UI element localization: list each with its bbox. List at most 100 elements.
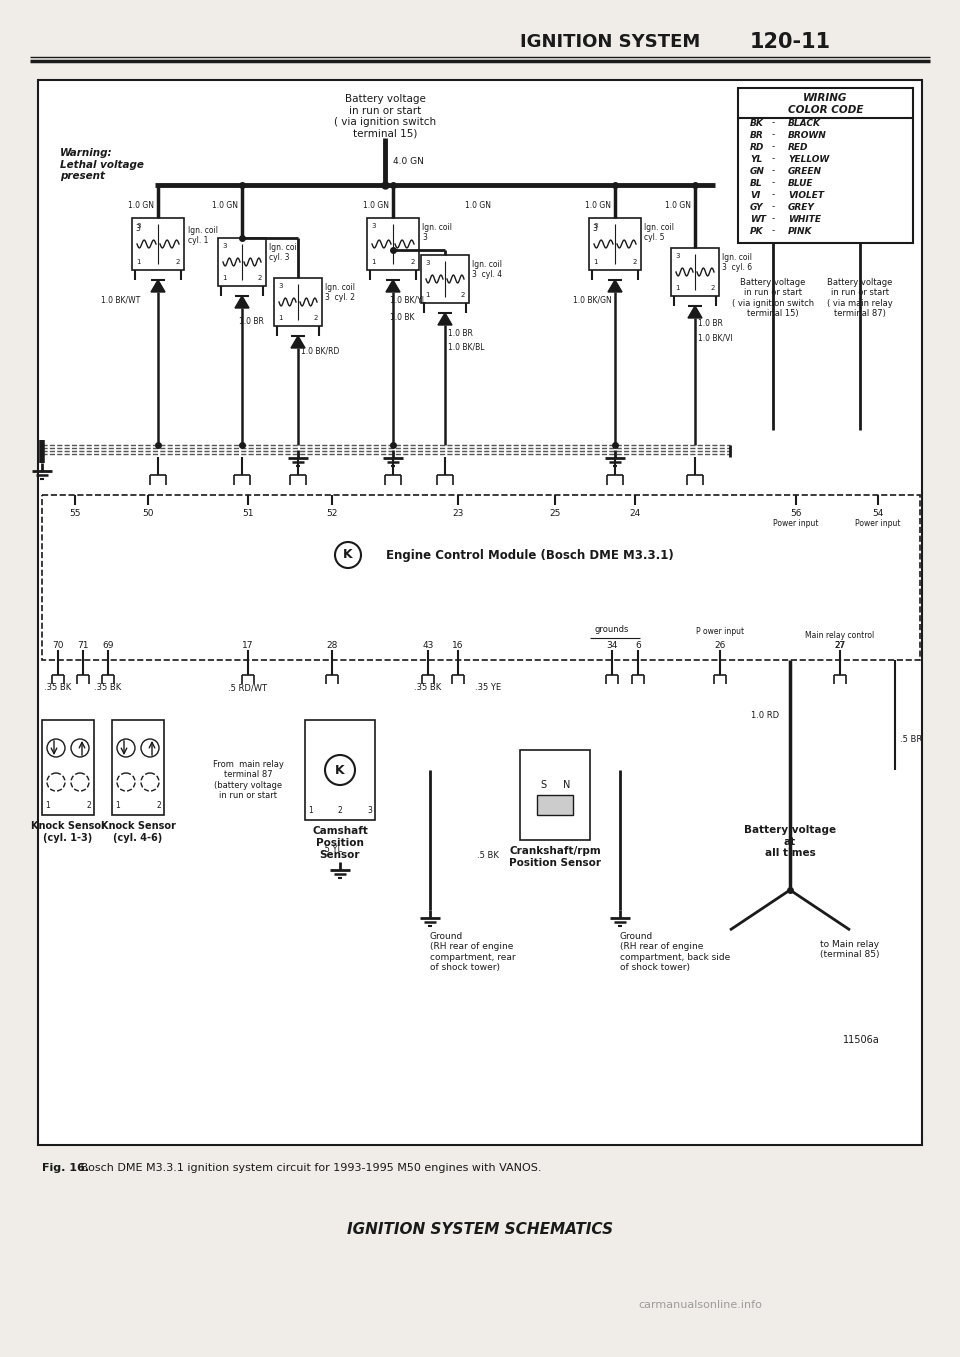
Text: BLUE: BLUE bbox=[788, 179, 813, 187]
Text: PINK: PINK bbox=[788, 227, 812, 236]
Text: 3: 3 bbox=[136, 223, 140, 229]
Text: 55: 55 bbox=[69, 509, 81, 517]
Text: BROWN: BROWN bbox=[788, 130, 827, 140]
Text: 3: 3 bbox=[425, 261, 429, 266]
Text: IGNITION SYSTEM: IGNITION SYSTEM bbox=[520, 33, 700, 52]
Text: 17: 17 bbox=[242, 641, 253, 650]
Text: VIOLET: VIOLET bbox=[788, 190, 824, 199]
Text: Fig. 16.: Fig. 16. bbox=[42, 1163, 89, 1172]
Text: 1.0 RD: 1.0 RD bbox=[751, 711, 780, 719]
Text: 2: 2 bbox=[338, 806, 343, 816]
Text: Battery voltage
at
all times: Battery voltage at all times bbox=[744, 825, 836, 858]
Text: 1.0 BR: 1.0 BR bbox=[239, 316, 264, 326]
Text: 2: 2 bbox=[156, 801, 161, 810]
Text: 54: 54 bbox=[873, 509, 884, 517]
Text: 1.0 BK/RD: 1.0 BK/RD bbox=[301, 346, 340, 356]
Text: Main relay control: Main relay control bbox=[805, 631, 875, 639]
Text: 3: 3 bbox=[278, 284, 282, 289]
Text: 2: 2 bbox=[710, 285, 715, 290]
Text: GREEN: GREEN bbox=[788, 167, 822, 175]
Bar bbox=[367, 218, 419, 270]
Text: 69: 69 bbox=[103, 641, 113, 650]
Text: 11506a: 11506a bbox=[843, 1035, 880, 1045]
Polygon shape bbox=[688, 305, 702, 318]
Text: 6: 6 bbox=[636, 641, 641, 650]
Text: RD: RD bbox=[750, 142, 764, 152]
Text: .35 BK: .35 BK bbox=[44, 684, 72, 692]
Polygon shape bbox=[235, 296, 249, 308]
Polygon shape bbox=[438, 313, 452, 324]
Polygon shape bbox=[386, 280, 400, 292]
Text: .5 RD/WT: .5 RD/WT bbox=[228, 684, 268, 692]
Bar bbox=[738, 88, 913, 243]
Text: Battery voltage
in run or start
( via ignition switch
terminal 15): Battery voltage in run or start ( via ig… bbox=[732, 278, 814, 318]
Polygon shape bbox=[291, 337, 305, 347]
Text: VI: VI bbox=[750, 190, 760, 199]
Text: 1: 1 bbox=[675, 285, 680, 290]
Text: Crankshaft/rpm: Crankshaft/rpm bbox=[509, 845, 601, 856]
Text: 2: 2 bbox=[461, 292, 465, 299]
Text: 1: 1 bbox=[136, 259, 140, 265]
Text: Power input: Power input bbox=[855, 518, 900, 528]
Text: Ground
(RH rear of engine
compartment, back side
of shock tower): Ground (RH rear of engine compartment, b… bbox=[620, 932, 731, 972]
Text: PK: PK bbox=[750, 227, 763, 236]
Text: Position Sensor: Position Sensor bbox=[509, 858, 601, 868]
Text: (cyl. 1-3): (cyl. 1-3) bbox=[43, 833, 92, 843]
Text: 4.0 GN: 4.0 GN bbox=[393, 157, 424, 167]
Text: Battery voltage
in run or start
( via ignition switch
terminal 15): Battery voltage in run or start ( via ig… bbox=[334, 94, 436, 138]
Text: 1.0 BK/WT: 1.0 BK/WT bbox=[101, 296, 140, 304]
Bar bbox=[305, 721, 375, 820]
Text: 2: 2 bbox=[314, 315, 318, 322]
Text: 1.0 GN: 1.0 GN bbox=[465, 201, 491, 209]
Bar bbox=[42, 721, 94, 816]
Text: -: - bbox=[772, 142, 775, 152]
Text: 1.0 BK: 1.0 BK bbox=[390, 313, 415, 323]
Text: Ign. coil
3  cyl. 4: Ign. coil 3 cyl. 4 bbox=[472, 261, 502, 280]
Text: 1.0 GN: 1.0 GN bbox=[128, 201, 154, 209]
Text: -: - bbox=[772, 202, 775, 212]
Text: 1.0 BK/GN: 1.0 BK/GN bbox=[573, 296, 612, 304]
Text: 23: 23 bbox=[452, 509, 464, 517]
Text: 34: 34 bbox=[607, 641, 617, 650]
Text: COLOR CODE: COLOR CODE bbox=[788, 104, 863, 115]
Text: carmanualsonline.info: carmanualsonline.info bbox=[638, 1300, 762, 1310]
Text: 27: 27 bbox=[834, 641, 846, 650]
Text: Warning:
Lethal voltage
present: Warning: Lethal voltage present bbox=[60, 148, 144, 182]
Text: BL: BL bbox=[750, 179, 762, 187]
Text: -: - bbox=[772, 155, 775, 163]
Text: 1: 1 bbox=[308, 806, 313, 816]
Bar bbox=[274, 278, 322, 326]
Text: Ign. coil
cyl. 1: Ign. coil cyl. 1 bbox=[188, 227, 218, 246]
Text: 1.0 BR: 1.0 BR bbox=[448, 328, 473, 338]
Bar bbox=[112, 721, 164, 816]
Text: Camshaft: Camshaft bbox=[312, 826, 368, 836]
Text: 50: 50 bbox=[142, 509, 154, 517]
Text: -: - bbox=[772, 227, 775, 236]
Text: grounds: grounds bbox=[595, 626, 629, 635]
Text: 1.0 GN: 1.0 GN bbox=[665, 201, 691, 209]
Text: Bosch DME M3.3.1 ignition system circuit for 1993-1995 M50 engines with VANOS.: Bosch DME M3.3.1 ignition system circuit… bbox=[77, 1163, 541, 1172]
Text: Ground
(RH rear of engine
compartment, rear
of shock tower): Ground (RH rear of engine compartment, r… bbox=[430, 932, 516, 972]
Text: K: K bbox=[335, 764, 345, 776]
Text: -: - bbox=[772, 167, 775, 175]
Polygon shape bbox=[608, 280, 622, 292]
Text: 3: 3 bbox=[135, 224, 140, 233]
Text: From  main relay
terminal 87
(battery voltage
in run or start: From main relay terminal 87 (battery vol… bbox=[212, 760, 283, 801]
Text: K: K bbox=[343, 548, 353, 562]
Text: 27: 27 bbox=[834, 641, 846, 650]
Text: 43: 43 bbox=[422, 641, 434, 650]
Text: Engine Control Module (Bosch DME M3.3.1): Engine Control Module (Bosch DME M3.3.1) bbox=[386, 548, 674, 562]
Text: Position: Position bbox=[316, 839, 364, 848]
Text: WIRING: WIRING bbox=[804, 94, 848, 103]
Bar bbox=[537, 795, 573, 816]
Text: 71: 71 bbox=[77, 641, 88, 650]
Text: RED: RED bbox=[788, 142, 808, 152]
Text: WHITE: WHITE bbox=[788, 214, 821, 224]
Text: BK: BK bbox=[750, 118, 764, 128]
Text: N: N bbox=[564, 780, 570, 790]
Text: Ign. coil
3: Ign. coil 3 bbox=[422, 223, 452, 243]
Text: .5 BK: .5 BK bbox=[477, 851, 499, 859]
Bar bbox=[38, 80, 922, 1145]
Text: -: - bbox=[772, 190, 775, 199]
Text: P ower input: P ower input bbox=[696, 627, 744, 636]
